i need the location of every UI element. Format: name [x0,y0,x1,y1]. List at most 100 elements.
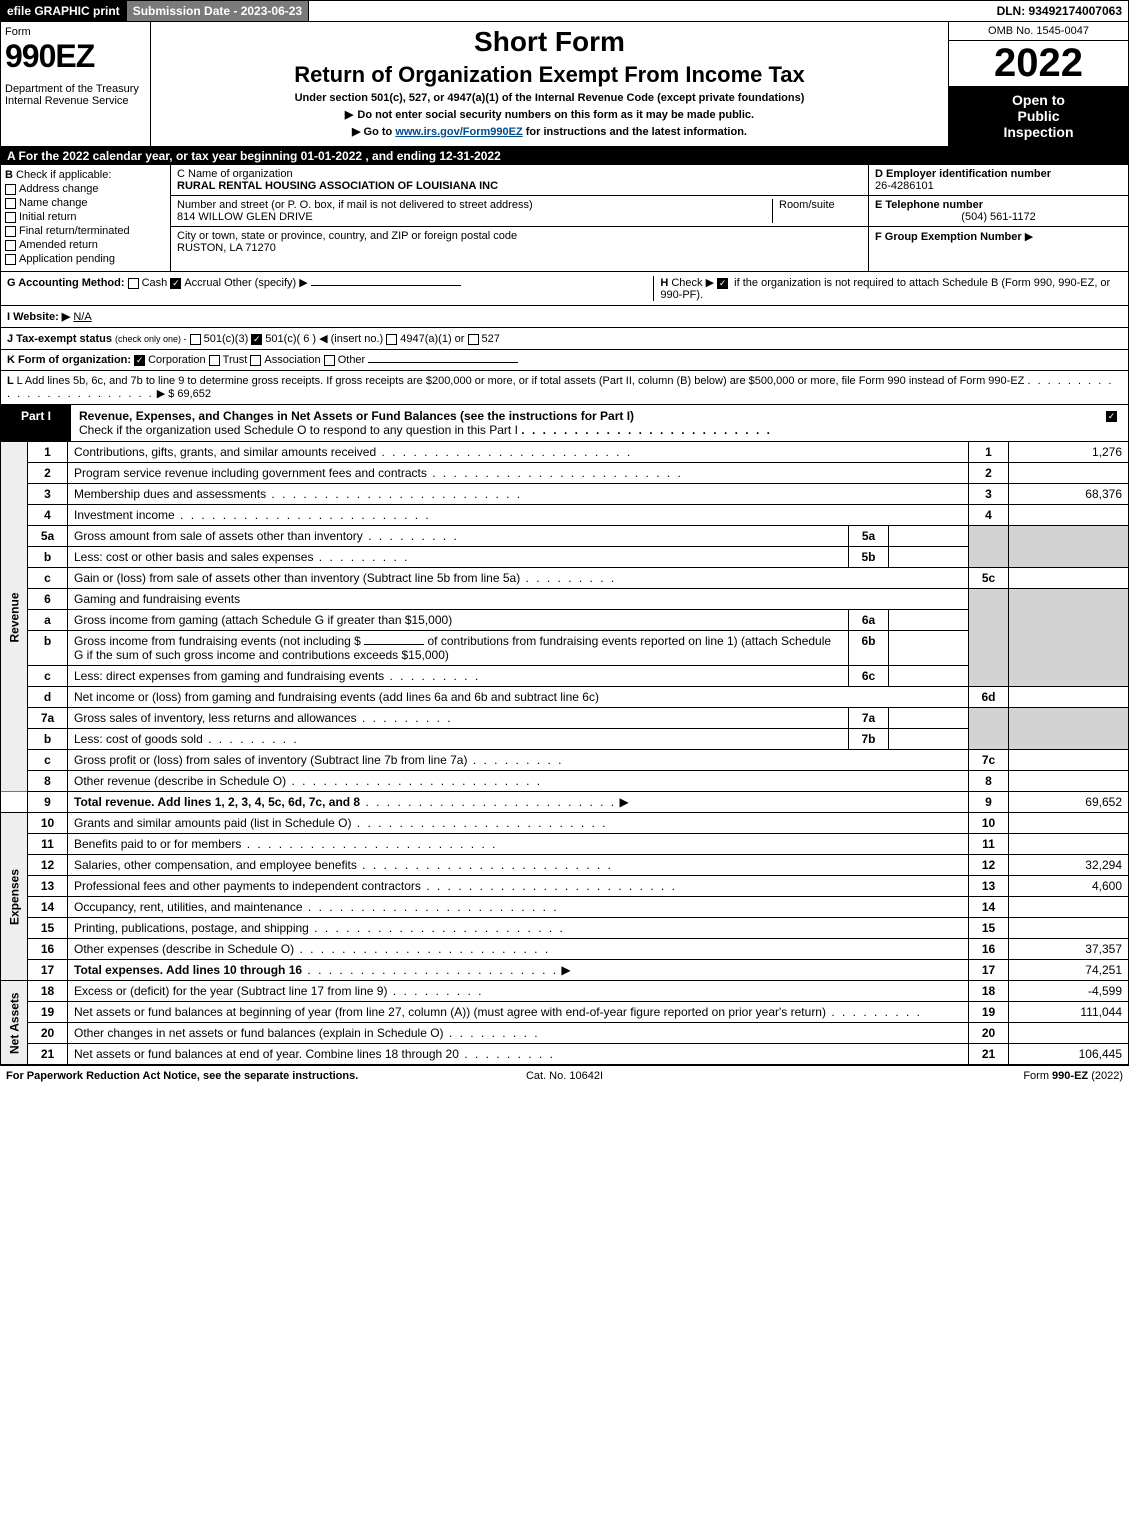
line-16-num: 16 [969,939,1009,960]
line-16-no: 16 [28,939,68,960]
line-21-no: 21 [28,1044,68,1065]
line-18-amt: -4,599 [1009,981,1129,1002]
part1-title: Revenue, Expenses, and Changes in Net As… [79,409,634,423]
line-21-num: 21 [969,1044,1009,1065]
cb-accrual[interactable]: ✓ [170,278,181,289]
line-20-no: 20 [28,1023,68,1044]
cb-cash[interactable] [128,278,139,289]
return-title: Return of Organization Exempt From Incom… [155,62,944,88]
line-6b-val[interactable] [889,631,969,666]
shaded-cell [969,708,1009,750]
j-sub: (check only one) - [115,334,187,344]
tax-year: 2022 [949,41,1128,86]
line-7b-val[interactable] [889,729,969,750]
table-row: Revenue 1 Contributions, gifts, grants, … [1,442,1129,463]
row-l: L L Add lines 5b, 6c, and 7b to line 9 t… [0,371,1129,405]
line-7a-desc: Gross sales of inventory, less returns a… [74,711,357,725]
line-7a-val[interactable] [889,708,969,729]
cb-amended-return[interactable]: Amended return [5,239,166,251]
line-3-desc: Membership dues and assessments [74,487,266,501]
table-row: 15 Printing, publications, postage, and … [1,918,1129,939]
cb-association[interactable] [250,355,261,366]
table-row: c Less: direct expenses from gaming and … [1,666,1129,687]
cb-501c3[interactable] [190,334,201,345]
cb-name-change[interactable]: Name change [5,197,166,209]
line-3-num: 3 [969,484,1009,505]
line-5b-val[interactable] [889,547,969,568]
form-number: 990EZ [5,38,146,75]
table-row: 5a Gross amount from sale of assets othe… [1,526,1129,547]
city-label: City or town, state or province, country… [177,230,862,242]
line-10-num: 10 [969,813,1009,834]
j-label: J Tax-exempt status [7,333,112,345]
part1-header: Part I Revenue, Expenses, and Changes in… [0,405,1129,442]
line-11-amt [1009,834,1129,855]
line-7c-no: c [28,750,68,771]
table-row: 20 Other changes in net assets or fund b… [1,1023,1129,1044]
table-row: 4 Investment income 4 [1,505,1129,526]
efile-graphic-print[interactable]: efile GRAPHIC print [1,1,127,21]
cb-schedule-b[interactable]: ✓ [717,278,728,289]
cb-schedule-o-part1[interactable]: ✓ [1106,411,1117,422]
cb-final-return[interactable]: Final return/terminated [5,225,166,237]
part1-table: Revenue 1 Contributions, gifts, grants, … [0,442,1129,1065]
row-k: K Form of organization: ✓Corporation Tru… [0,350,1129,371]
cb-address-change[interactable]: Address change [5,183,166,195]
line-6b-mini: 6b [849,631,889,666]
cb-trust[interactable] [209,355,220,366]
line-4-amt [1009,505,1129,526]
cb-501c[interactable]: ✓ [251,334,262,345]
table-row: c Gain or (loss) from sale of assets oth… [1,568,1129,589]
line-9-no: 9 [28,792,68,813]
k-other-input[interactable] [368,362,518,363]
cb-corporation[interactable]: ✓ [134,355,145,366]
shaded-cell [969,526,1009,568]
open-line-3: Inspection [955,124,1122,140]
line-6a-val[interactable] [889,610,969,631]
cb-4947[interactable] [386,334,397,345]
line-6c-mini: 6c [849,666,889,687]
line-5a-desc: Gross amount from sale of assets other t… [74,529,363,543]
line-9-num: 9 [969,792,1009,813]
paperwork-notice: For Paperwork Reduction Act Notice, see … [6,1070,378,1082]
line-18-desc: Excess or (deficit) for the year (Subtra… [74,984,387,998]
tax-year-row: A For the 2022 calendar year, or tax yea… [0,147,1129,165]
table-row: b Less: cost of goods sold 7b [1,729,1129,750]
line-7b-no: b [28,729,68,750]
line-2-num: 2 [969,463,1009,484]
line-16-amt: 37,357 [1009,939,1129,960]
line-10-amt [1009,813,1129,834]
open-line-1: Open to [955,92,1122,108]
line-10-desc: Grants and similar amounts paid (list in… [74,816,351,830]
shaded-cell [1009,526,1129,568]
part1-title-wrap: Revenue, Expenses, and Changes in Net As… [71,405,1098,441]
cb-527[interactable] [468,334,479,345]
cb-other-org[interactable] [324,355,335,366]
d-label: D Employer identification number [875,168,1122,180]
irs-link[interactable]: www.irs.gov/Form990EZ [395,126,522,138]
line-5b-no: b [28,547,68,568]
table-row: 14 Occupancy, rent, utilities, and maint… [1,897,1129,918]
line-6b-fillin[interactable] [364,644,424,645]
ein-value: 26-4286101 [875,180,1122,192]
line-5a-val[interactable] [889,526,969,547]
cat-number: Cat. No. 10642I [378,1070,750,1082]
cb-application-pending[interactable]: Application pending [5,253,166,265]
entity-block: B Check if applicable: Address change Na… [0,165,1129,272]
cb-initial-return[interactable]: Initial return [5,211,166,223]
table-row: 6 Gaming and fundraising events [1,589,1129,610]
dept-line-1: Department of the Treasury [5,83,146,95]
line-6d-no: d [28,687,68,708]
shaded-cell [1009,708,1129,750]
g-other-input[interactable] [311,285,461,286]
shaded-cell [1009,589,1129,687]
top-bar: efile GRAPHIC print Submission Date - 20… [0,0,1129,22]
open-line-2: Public [955,108,1122,124]
line-5a-mini: 5a [849,526,889,547]
h-check-text: Check ▶ [671,277,714,289]
line-6c-val[interactable] [889,666,969,687]
table-row: 8 Other revenue (describe in Schedule O)… [1,771,1129,792]
line-15-no: 15 [28,918,68,939]
line-5b-desc: Less: cost or other basis and sales expe… [74,550,313,564]
ssn-warning: Do not enter social security numbers on … [155,108,944,121]
